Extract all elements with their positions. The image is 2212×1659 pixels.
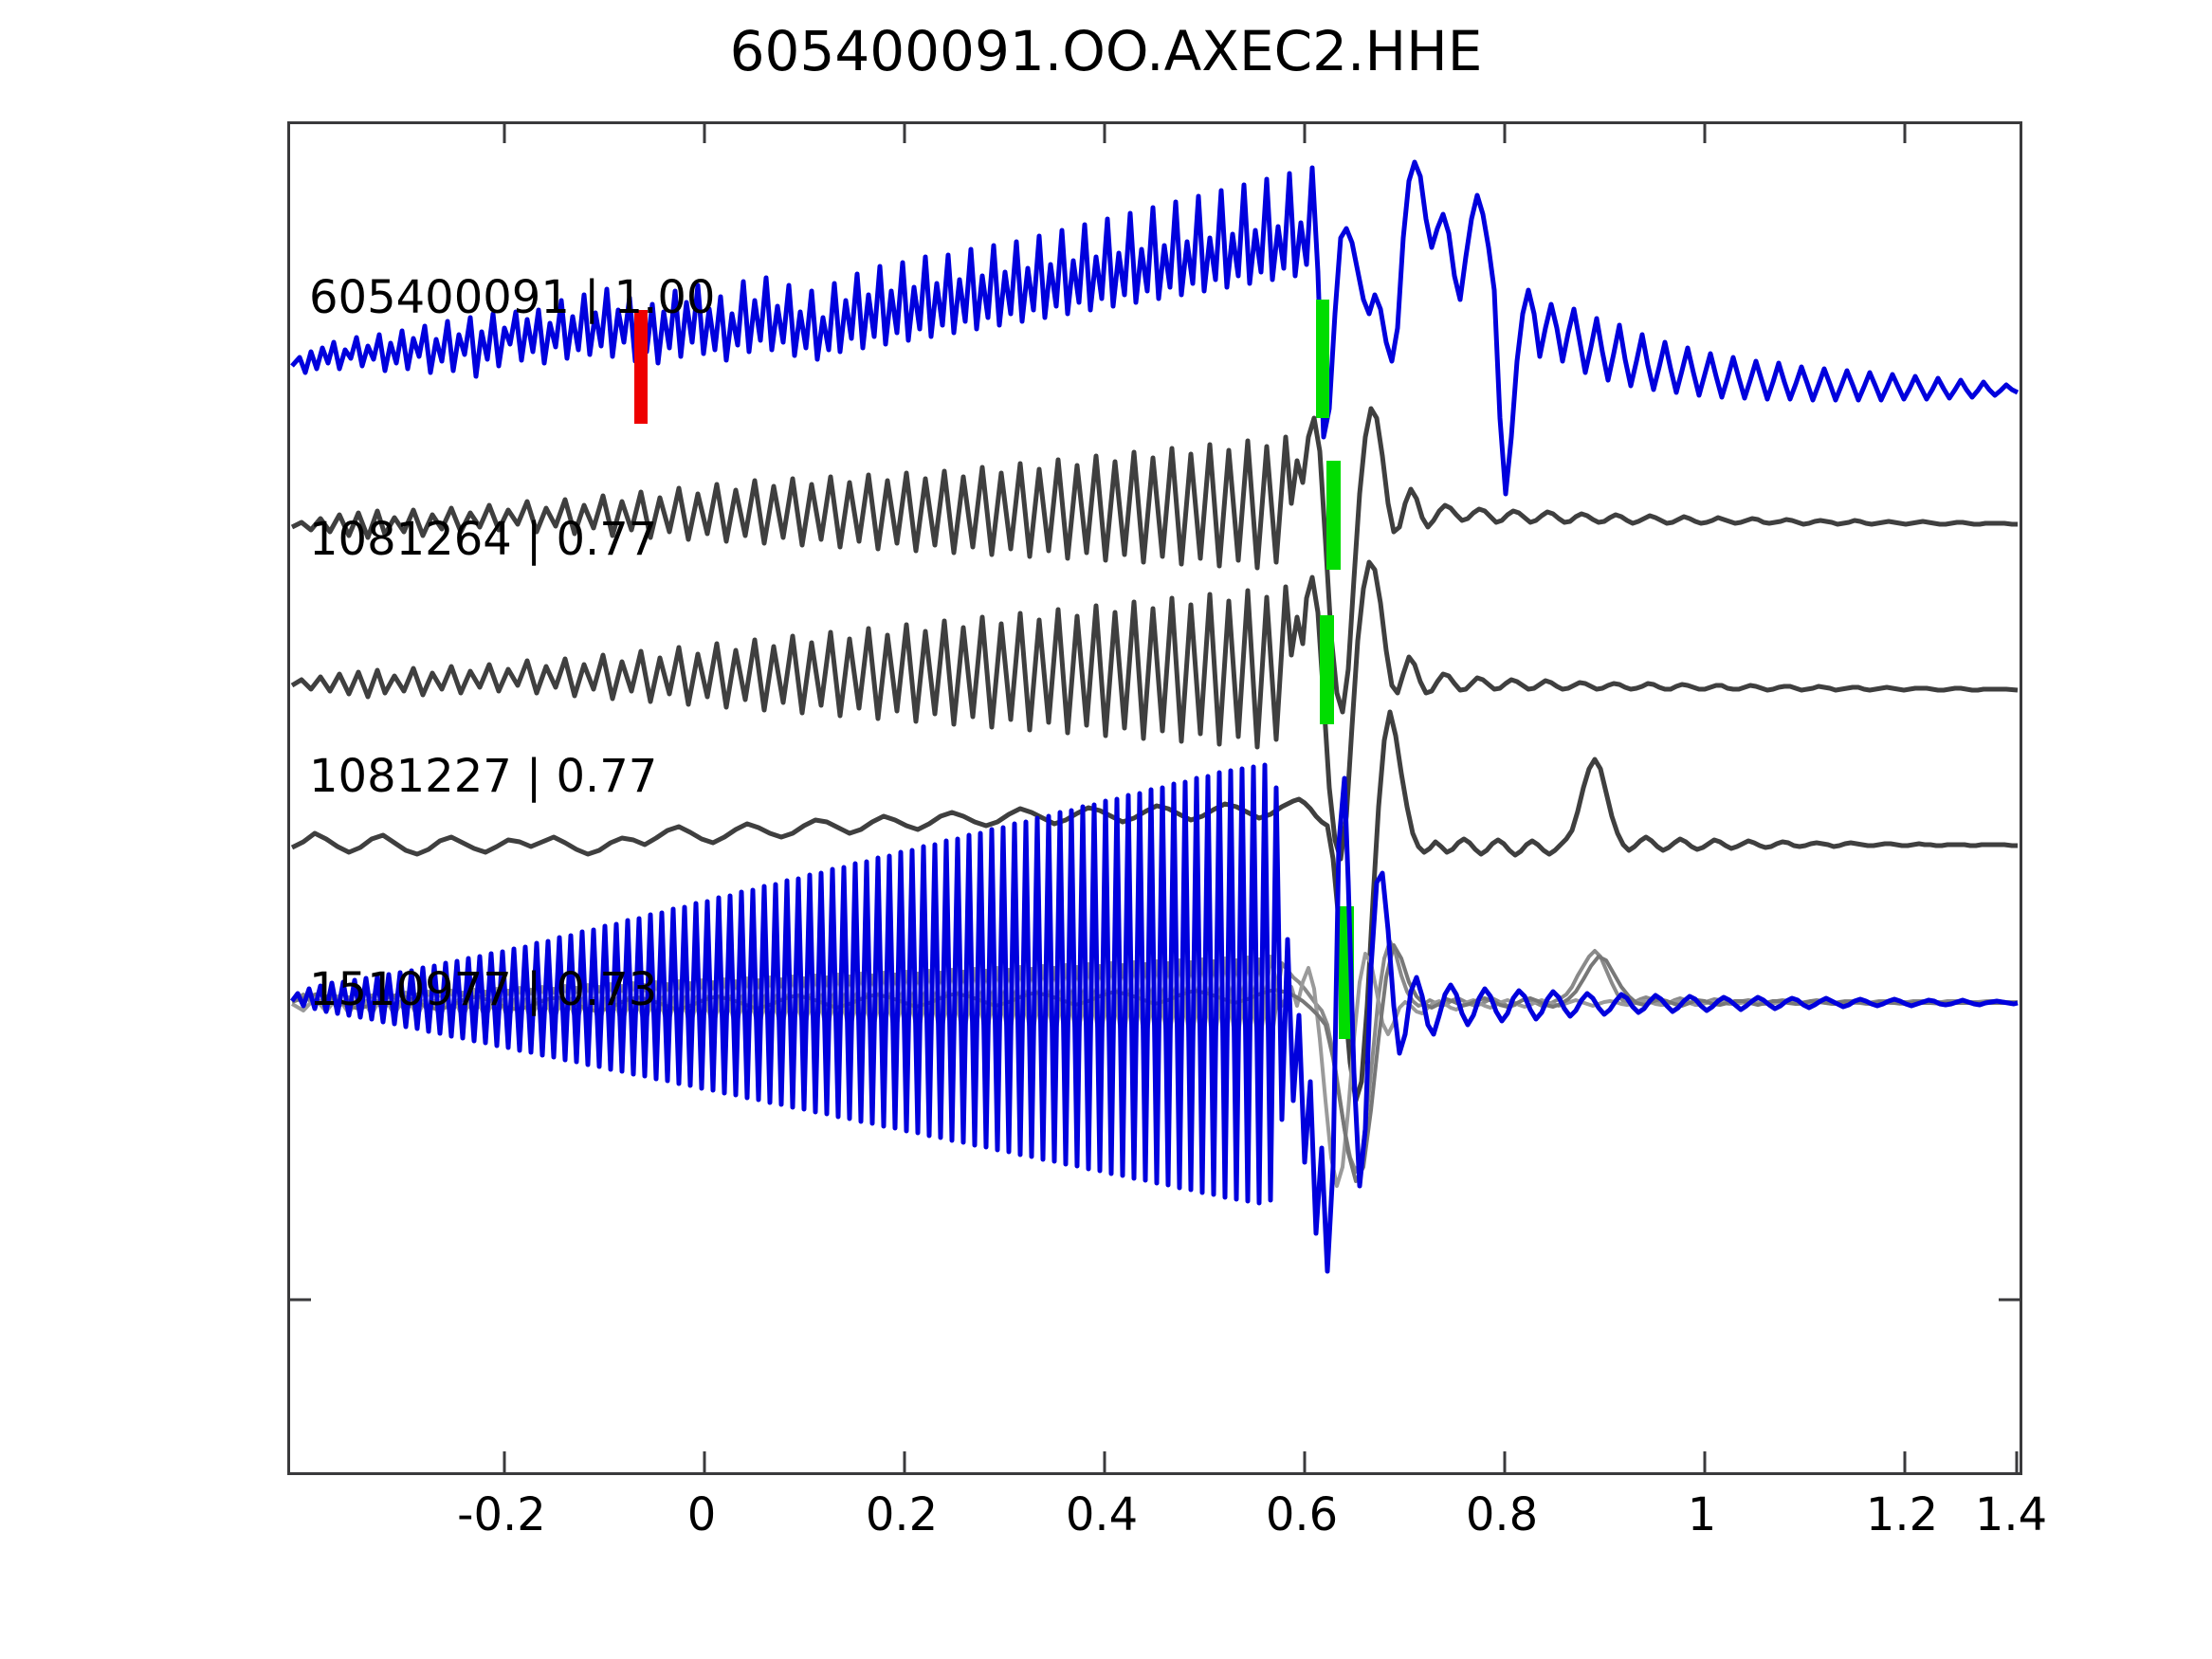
overlay-blue-trace <box>290 762 2019 1274</box>
trace-4-waveform <box>290 709 2018 1103</box>
x-tick-label: 1.2 <box>1865 1488 1939 1541</box>
x-tick-label: 0.8 <box>1465 1488 1539 1541</box>
x-tick-label: 0 <box>686 1488 717 1541</box>
waveform-plot <box>290 124 2020 1472</box>
x-tick-label: 0.6 <box>1265 1488 1339 1541</box>
trace-3-waveform <box>290 559 2019 862</box>
x-tick-label: 1 <box>1687 1488 1717 1541</box>
trace-label-3: 1081227 | 0.77 <box>309 750 658 803</box>
x-tick-label: -0.2 <box>457 1488 546 1541</box>
pick-marker-s-trace-3 <box>1320 615 1334 724</box>
trace-1-waveform <box>290 159 2020 497</box>
x-tick-label: 1.4 <box>1974 1488 2048 1541</box>
trace-2-waveform <box>290 406 2018 715</box>
x-tick-label: 0.2 <box>865 1488 939 1541</box>
trace-label-1: 605400091 | 1.00 <box>309 271 716 324</box>
x-axis-ticks <box>503 1451 2019 1472</box>
pick-marker-s-trace-1 <box>1316 300 1329 418</box>
trace-label-4: 1510977 | 0.73 <box>309 963 658 1016</box>
trace-label-2: 1081264 | 0.77 <box>309 513 658 566</box>
x-tick-label: 0.4 <box>1065 1488 1139 1541</box>
x-axis-ticks-top <box>503 124 1907 143</box>
pick-marker-p-trace-1 <box>634 310 648 424</box>
pick-marker-s-trace-2 <box>1326 461 1341 570</box>
plot-frame: 605400091 | 1.00 1081264 | 0.77 1081227 … <box>287 121 2022 1475</box>
x-axis-tick-labels: -0.2 0 0.2 0.4 0.6 0.8 1 1.2 1.4 <box>287 1488 2047 1555</box>
page-title: 605400091.OO.AXEC2.HHE <box>729 19 1483 83</box>
overlay-gray-trace-c <box>291 943 2018 1183</box>
